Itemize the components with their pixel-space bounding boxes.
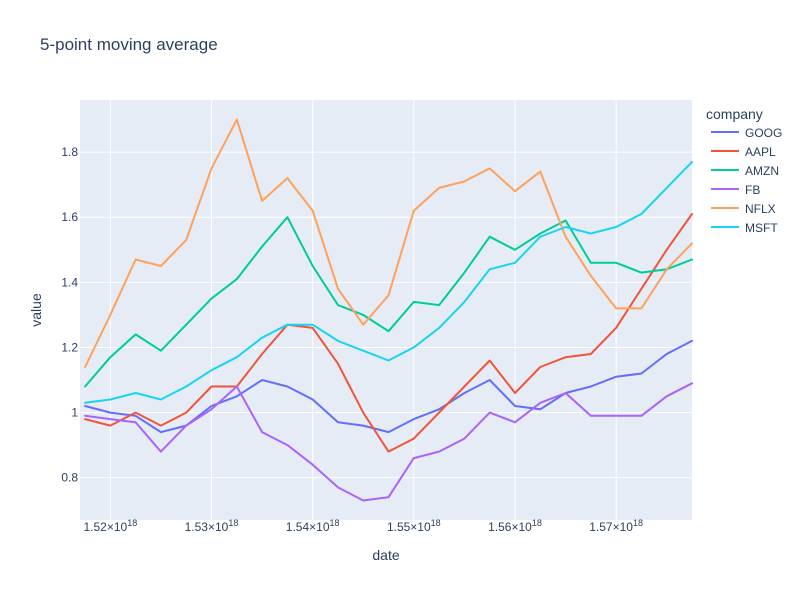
y-tick-label: 1.2 <box>61 340 78 354</box>
legend-title: company <box>706 106 763 122</box>
legend-label[interactable]: AMZN <box>745 164 779 178</box>
series-line-nflx[interactable] <box>84 118 693 368</box>
legend-label[interactable]: FB <box>745 183 760 197</box>
legend: company GOOG AAPL AMZN FB NFLX MSFT <box>706 106 782 235</box>
legend-label[interactable]: NFLX <box>745 202 776 216</box>
y-axis-ticks: 0.8 1 1.2 1.4 1.6 1.8 <box>61 145 78 485</box>
plot-area[interactable] <box>80 100 692 520</box>
x-tick-label: 1.54×1018 <box>286 518 340 534</box>
series-line-msft[interactable] <box>84 160 693 404</box>
x-axis-title: date <box>372 547 399 563</box>
y-tick-label: 1.6 <box>61 210 78 224</box>
y-tick-label: 1.8 <box>61 145 78 159</box>
x-tick-label: 1.56×1018 <box>488 518 542 534</box>
chart-title: 5-point moving average <box>40 35 218 54</box>
gridlines <box>80 100 692 520</box>
series-line-aapl[interactable] <box>84 213 693 453</box>
series-line-fb[interactable] <box>84 382 693 502</box>
x-tick-label: 1.52×1018 <box>83 518 137 534</box>
legend-label[interactable]: GOOG <box>745 126 782 140</box>
x-tick-label: 1.57×1018 <box>589 518 643 534</box>
x-axis-ticks: 1.52×1018 1.53×1018 1.54×1018 1.55×1018 1.56… <box>83 518 643 534</box>
legend-label[interactable]: AAPL <box>745 145 776 159</box>
legend-label[interactable]: MSFT <box>745 221 778 235</box>
y-axis-title: value <box>28 293 44 327</box>
x-tick-label: 1.55×1018 <box>387 518 441 534</box>
series-line-amzn[interactable] <box>84 216 693 388</box>
y-tick-label: 1 <box>71 406 78 420</box>
y-tick-label: 0.8 <box>61 471 78 485</box>
y-tick-label: 1.4 <box>61 275 78 289</box>
series-layer <box>84 118 693 502</box>
x-tick-label: 1.53×1018 <box>185 518 239 534</box>
